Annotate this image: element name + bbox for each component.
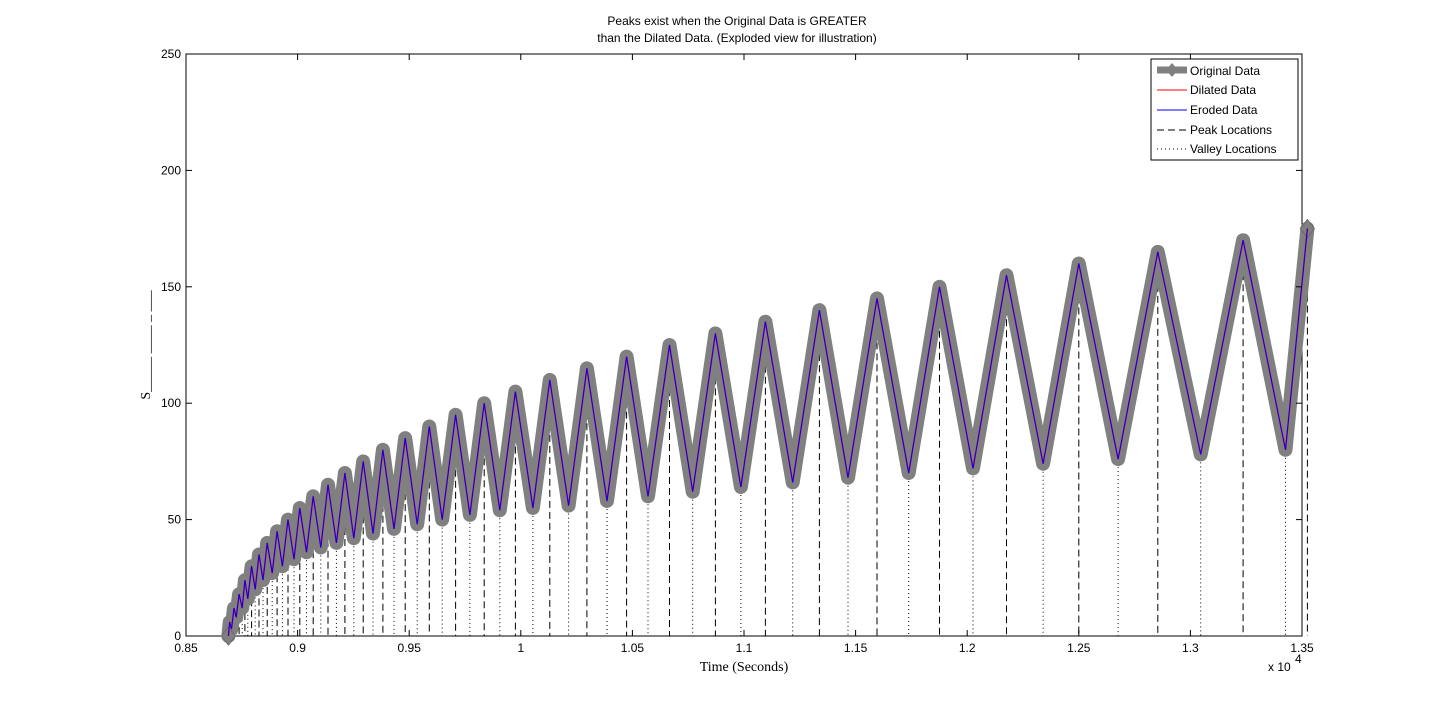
legend: Original Data Dilated Data Eroded Data P… [1150, 58, 1299, 161]
x-tick-label: 0.9 [289, 641, 306, 655]
y-tick-label: 0 [174, 629, 181, 643]
y-tick-label: 100 [161, 396, 181, 410]
legend-label-eroded: Eroded Data [1190, 103, 1258, 117]
x-axis-label: Time (Seconds) [700, 660, 789, 675]
eroded-data-series [227, 228, 1308, 637]
y-tick-label: 150 [161, 280, 181, 294]
legend-swatch-original-marker [1166, 63, 1178, 77]
legend-label-valleys: Valley Locations [1190, 142, 1277, 156]
x-tick-label: 1.35 [1290, 641, 1314, 655]
x-tick-label: 1.2 [959, 641, 976, 655]
y-axis-label: S_____ ____ _ ___ [139, 289, 154, 399]
axis-ticks: 0.85 0.9 0.95 1 1.05 1.1 1.15 1.2 1.25 1.3 1.35 0 50… [161, 47, 1314, 655]
chart-title-line-1: Peaks exist when the Original Data is GR… [607, 14, 867, 28]
y-tick-label: 200 [161, 163, 181, 177]
eroded-data-line [227, 228, 1308, 637]
x-tick-label: 0.85 [174, 641, 198, 655]
x-tick-label: 1.25 [1067, 641, 1091, 655]
legend-label-peaks: Peak Locations [1190, 123, 1272, 137]
x-tick-label: 1.15 [844, 641, 868, 655]
x-exponent-power: 4 [1295, 652, 1302, 666]
chart-title-line-2: than the Dilated Data. (Exploded view fo… [597, 31, 876, 45]
x-exponent-label: x 10 [1268, 660, 1291, 674]
legend-label-dilated: Dilated Data [1190, 83, 1256, 97]
legend-label-original: Original Data [1190, 64, 1260, 78]
y-tick-label: 50 [168, 513, 182, 527]
y-tick-label: 250 [161, 47, 181, 61]
x-tick-label: 0.95 [398, 641, 422, 655]
x-tick-label: 1.1 [736, 641, 753, 655]
x-tick-label: 1 [517, 641, 524, 655]
x-tick-label: 1.05 [621, 641, 645, 655]
x-tick-label: 1.3 [1182, 641, 1199, 655]
